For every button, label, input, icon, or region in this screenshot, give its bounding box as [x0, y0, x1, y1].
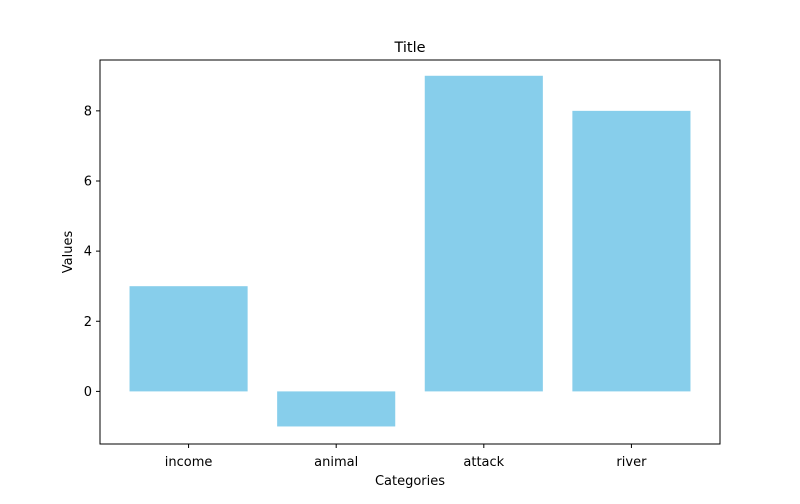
y-axis-ticks: 0 2 4 6 8	[84, 104, 100, 400]
y-tick-label: 6	[84, 174, 92, 189]
y-tick-label: 4	[84, 245, 92, 260]
bar-animal	[277, 391, 396, 427]
y-tick-label: 8	[84, 104, 92, 119]
bar-income	[129, 286, 248, 392]
bar-attack	[424, 75, 543, 392]
x-tick-label-river: river	[616, 455, 647, 470]
x-tick-label-attack: attack	[463, 455, 504, 470]
y-tick-label: 0	[84, 385, 92, 400]
x-axis-ticks: income animal attack river	[165, 444, 647, 470]
x-axis-label: Categories	[375, 474, 445, 489]
x-tick-label-animal: animal	[314, 455, 358, 470]
y-axis-label: Values	[61, 231, 76, 274]
plot-frame	[99, 59, 721, 445]
x-tick-label-income: income	[165, 455, 213, 470]
chart-title: Title	[393, 40, 425, 56]
bars-layer	[129, 75, 691, 427]
y-tick-label: 2	[84, 315, 92, 330]
bar-river	[572, 110, 691, 392]
